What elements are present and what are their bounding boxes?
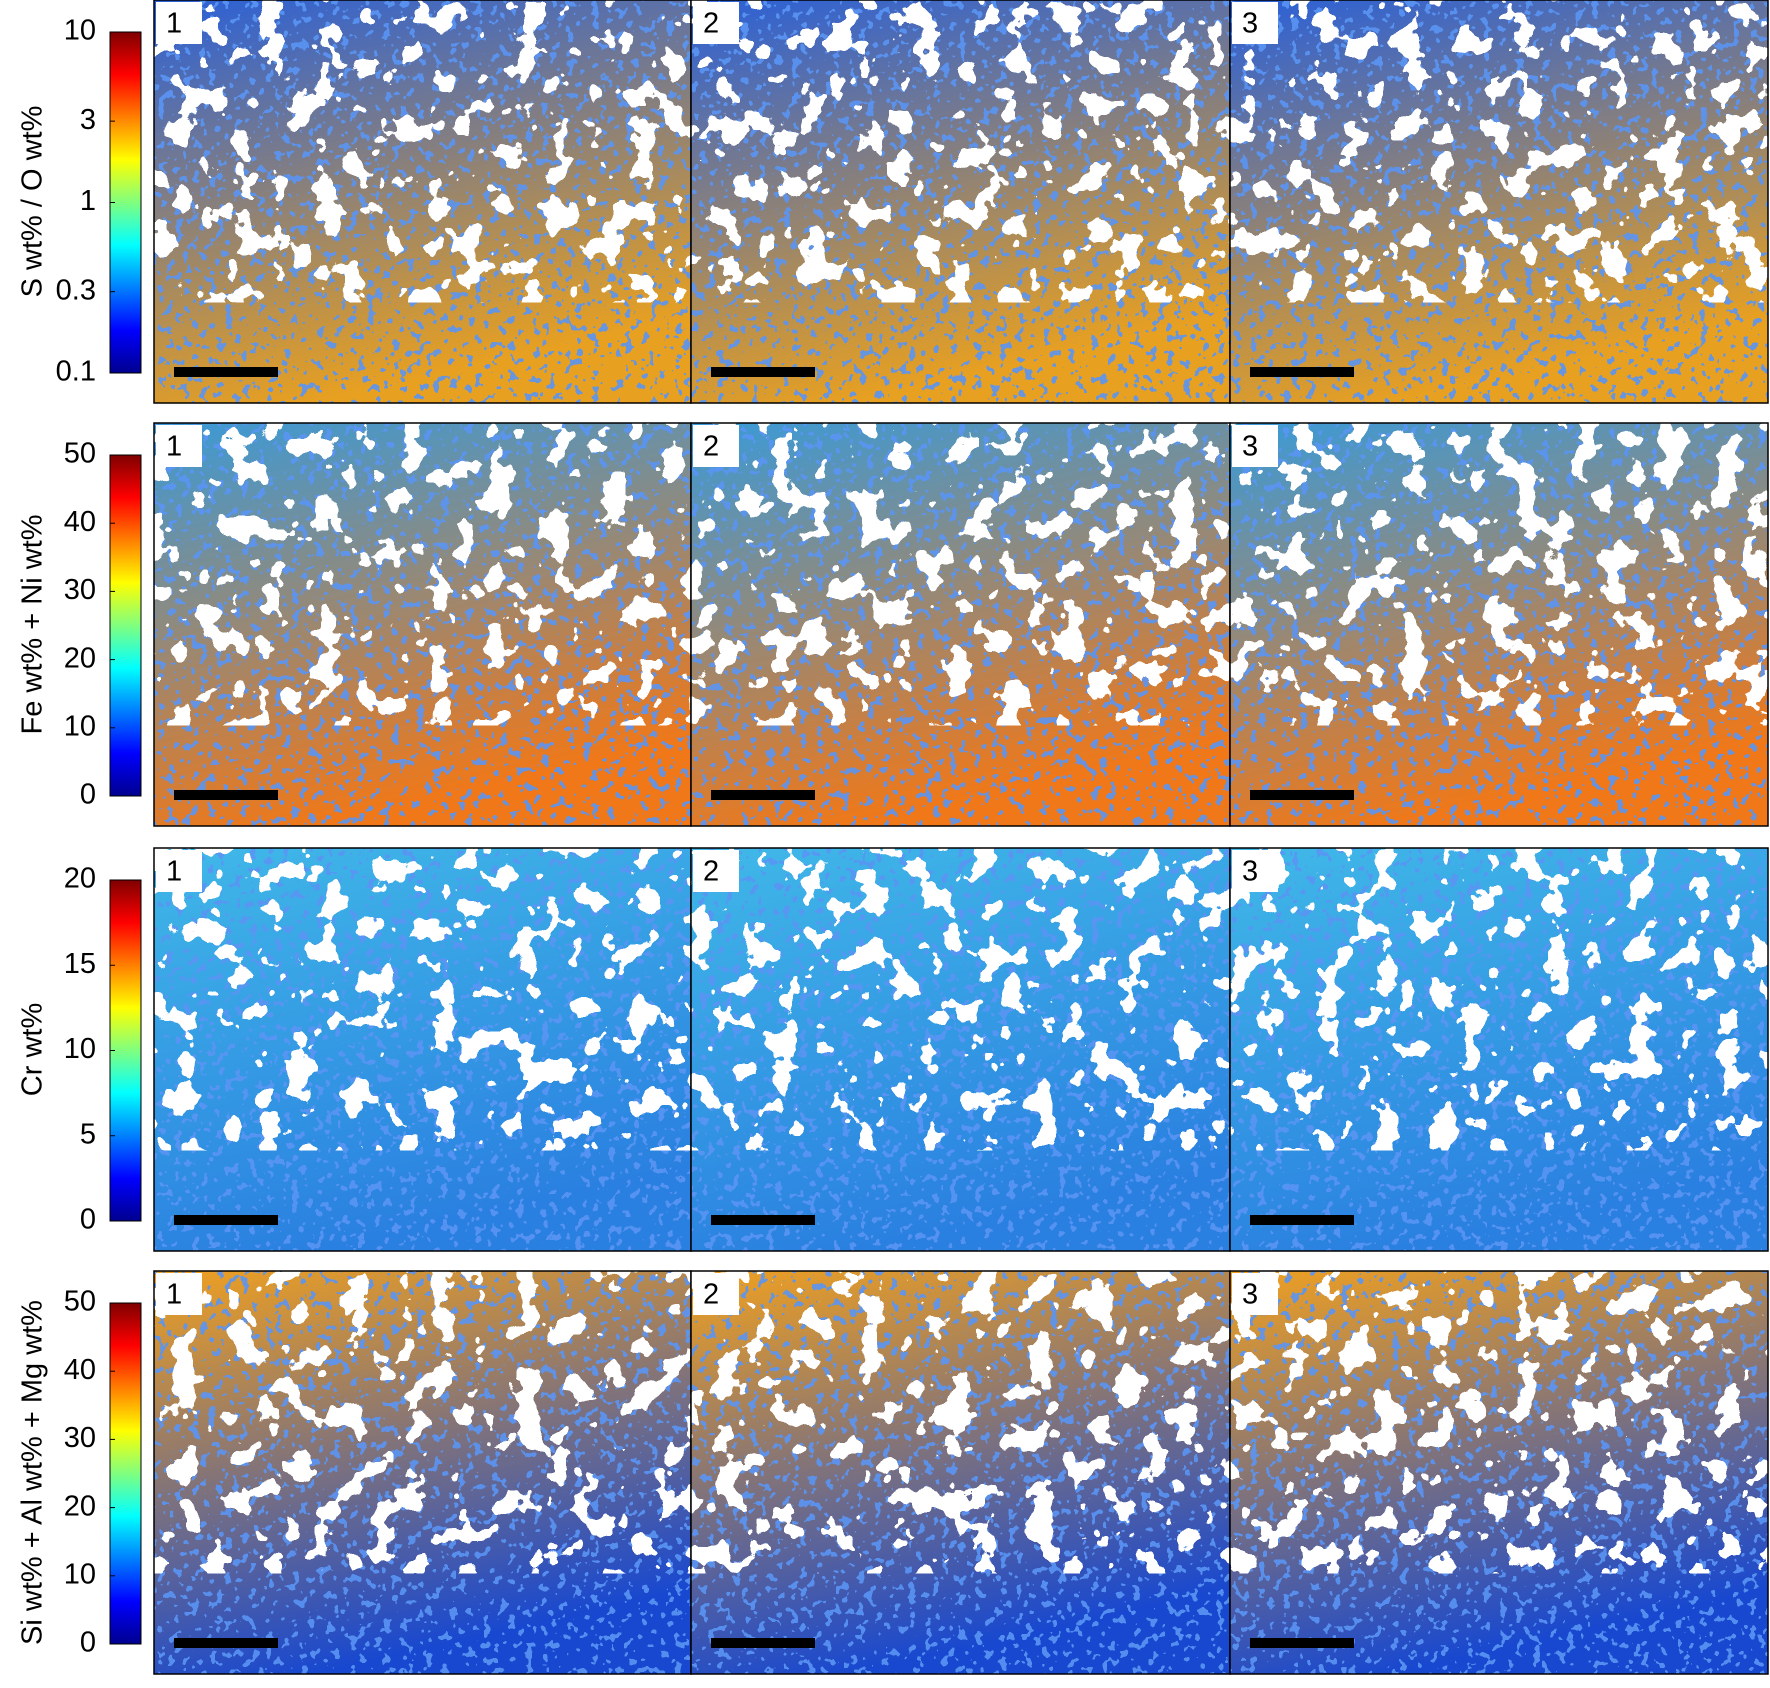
panel-label-bg: [1232, 2, 1278, 44]
panel-label-bg: [156, 850, 202, 892]
panel-label: 3: [1242, 856, 1258, 888]
panel-label-bg: [1232, 425, 1278, 467]
scale-bar: [174, 1638, 278, 1648]
map-voids: [154, 423, 691, 726]
scale-bar: [711, 367, 815, 377]
scale-bar: [711, 1638, 815, 1648]
panel-frame: [1229, 847, 1769, 1252]
map-voids: [691, 848, 1230, 1151]
scale-bar: [174, 1215, 278, 1225]
colorbar-tick-label: 3: [80, 104, 96, 136]
panel-frame: [1229, 422, 1769, 827]
scale-bar: [711, 790, 815, 800]
map-voids: [691, 0, 1230, 303]
colorbar-tick-label: 10: [64, 710, 96, 742]
panel-label: 1: [166, 856, 182, 888]
map-voids: [691, 423, 1230, 726]
panel-label: 3: [1242, 431, 1258, 463]
panel-label-bg: [1232, 1273, 1278, 1315]
colorbar-tick-label: 10: [64, 1558, 96, 1590]
colorbar-tick-label: 0.1: [56, 356, 96, 388]
panel-frame: [1229, 1270, 1769, 1675]
map-voids: [154, 1271, 691, 1574]
map-voids: [691, 1271, 1230, 1574]
colorbar-tick-label: 30: [64, 574, 96, 606]
colorbar-label: Si wt% + Al wt% + Mg wt%: [17, 1300, 49, 1645]
panel-label-bg: [693, 2, 739, 44]
panel-label-bg: [693, 1273, 739, 1315]
colorbar: [109, 31, 142, 374]
panel-label: 3: [1242, 8, 1258, 40]
panel-label-bg: [693, 850, 739, 892]
colorbar: [109, 454, 142, 797]
colorbar-tick-label: 1: [80, 185, 96, 217]
colorbar-tick-label: 0: [80, 1204, 96, 1236]
colorbar-tick-label: 0: [80, 779, 96, 811]
map-voids: [154, 0, 691, 303]
panel-label: 1: [166, 1279, 182, 1311]
scale-bar: [1250, 1215, 1354, 1225]
scale-bar: [1250, 1638, 1354, 1648]
colorbar-tick-label: 40: [64, 1354, 96, 1386]
panel-label-bg: [156, 1273, 202, 1315]
panel-label: 2: [703, 856, 719, 888]
panel-label: 2: [703, 8, 719, 40]
panel-label-bg: [693, 425, 739, 467]
panel-label: 3: [1242, 1279, 1258, 1311]
colorbar-tick-label: 20: [64, 1490, 96, 1522]
panel-frame: [1229, 0, 1769, 404]
panel-label: 2: [703, 1279, 719, 1311]
colorbar-label: S wt% / O wt%: [17, 106, 49, 298]
map-voids: [1230, 1271, 1768, 1574]
map-voids: [1230, 0, 1768, 303]
colorbar-tick-label: 50: [64, 1286, 96, 1318]
colorbar: [109, 1302, 142, 1645]
colorbar-tick-label: 30: [64, 1422, 96, 1454]
panel-label: 1: [166, 431, 182, 463]
colorbar-tick-label: 10: [64, 1033, 96, 1065]
colorbar-tick-label: 20: [64, 863, 96, 895]
map-voids: [1230, 423, 1768, 726]
scale-bar: [711, 1215, 815, 1225]
panel-label: 1: [166, 8, 182, 40]
colorbar-tick-label: 5: [80, 1118, 96, 1150]
colorbar-tick-label: 0: [80, 1627, 96, 1659]
map-voids: [1230, 848, 1768, 1151]
colorbar-tick-label: 0.3: [56, 274, 96, 306]
panel-label-bg: [1232, 850, 1278, 892]
colorbar-label: Cr wt%: [17, 1003, 49, 1096]
panel-label: 2: [703, 431, 719, 463]
colorbar-label: Fe wt% + Ni wt%: [17, 515, 49, 735]
colorbar-tick-label: 15: [64, 948, 96, 980]
scale-bar: [174, 790, 278, 800]
scale-bar: [174, 367, 278, 377]
colorbar-tick-label: 40: [64, 506, 96, 538]
scale-bar: [1250, 790, 1354, 800]
colorbar: [109, 879, 142, 1222]
panel-label-bg: [156, 425, 202, 467]
colorbar-tick-label: 20: [64, 642, 96, 674]
map-voids: [154, 848, 691, 1151]
colorbar-tick-label: 50: [64, 438, 96, 470]
colorbar-tick-label: 10: [64, 15, 96, 47]
scale-bar: [1250, 367, 1354, 377]
panel-label-bg: [156, 2, 202, 44]
